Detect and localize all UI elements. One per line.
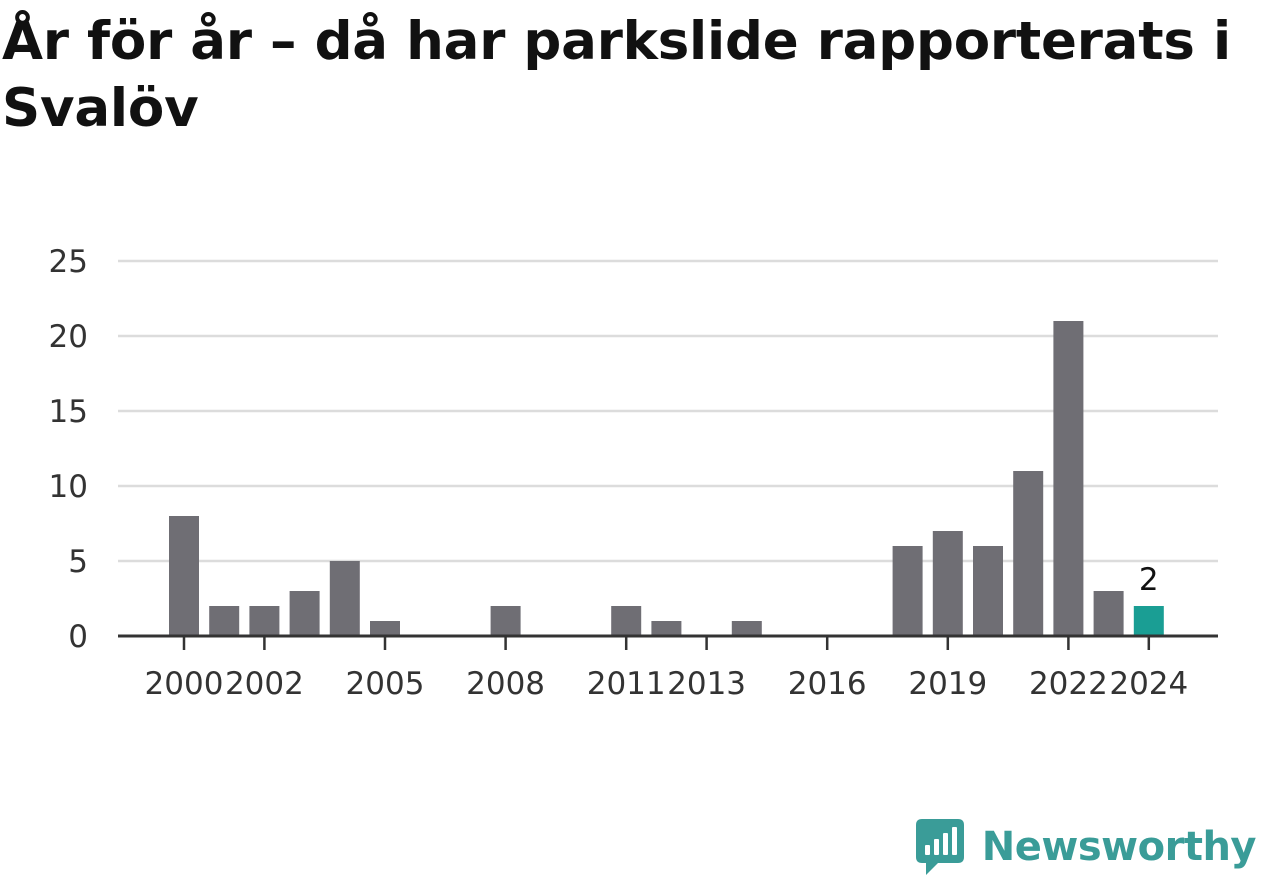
y-tick-label: 20 xyxy=(49,319,88,355)
bar-2022 xyxy=(1053,321,1084,636)
x-tick-label: 2000 xyxy=(145,666,224,702)
y-tick-label: 10 xyxy=(49,469,88,505)
y-axis-tick-labels: 0 5 10 15 20 25 xyxy=(49,244,88,655)
bar-2014 xyxy=(731,621,762,636)
bar-2004 xyxy=(329,561,360,636)
newsworthy-logo: Newsworthy xyxy=(915,819,1257,875)
x-tick-label: 2013 xyxy=(667,666,746,702)
y-tick-label: 0 xyxy=(68,619,88,655)
bar-2021 xyxy=(1013,471,1044,636)
bar-2019 xyxy=(932,531,963,636)
bar-2018 xyxy=(892,546,923,636)
bar-2005 xyxy=(370,621,400,636)
brand-name: Newsworthy xyxy=(981,824,1257,870)
bar-2020 xyxy=(973,546,1003,636)
bar-2002 xyxy=(249,606,280,636)
y-tick-label: 15 xyxy=(49,394,88,430)
data-labels: 2 xyxy=(1139,562,1159,598)
bar-2003 xyxy=(289,591,320,636)
x-tick-label: 2024 xyxy=(1109,666,1188,702)
x-tick-label: 2005 xyxy=(346,666,425,702)
bar-2008 xyxy=(490,606,521,636)
newsworthy-logo-icon xyxy=(915,819,964,875)
y-tick-label: 5 xyxy=(68,544,88,580)
data-label-2024: 2 xyxy=(1139,562,1159,598)
bar-2001 xyxy=(209,606,240,636)
chart-title: År för år – då har parkslide rapporterat… xyxy=(2,11,1231,139)
bars xyxy=(169,321,1164,636)
bar-2000 xyxy=(169,516,199,636)
gridlines xyxy=(118,259,1218,563)
y-tick-label: 25 xyxy=(49,244,88,280)
x-tick-label: 2002 xyxy=(225,666,304,702)
x-axis-tick-labels: 2000 2002 2005 2008 2011 2013 2016 2019 2022 2024 xyxy=(145,666,1189,702)
x-tick-label: 2011 xyxy=(587,666,666,702)
bar-highlight-2024 xyxy=(1133,606,1164,636)
x-tick-label: 2022 xyxy=(1029,666,1108,702)
x-tick-label: 2008 xyxy=(466,666,545,702)
x-tick-label: 2019 xyxy=(908,666,987,702)
bar-2012 xyxy=(651,621,682,636)
x-axis xyxy=(118,634,1218,650)
x-tick-label: 2016 xyxy=(788,666,867,702)
bar-2023 xyxy=(1093,591,1124,636)
bar-2011 xyxy=(611,606,642,636)
